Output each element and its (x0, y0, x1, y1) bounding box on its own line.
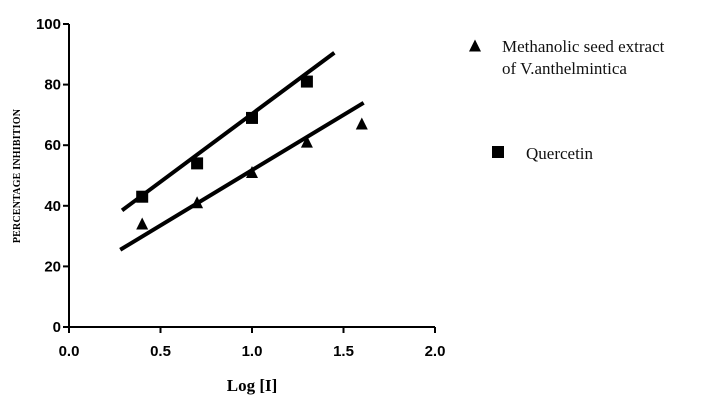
x-tick-label: 1.0 (242, 343, 263, 360)
data-point-series-1 (191, 196, 204, 209)
x-tick-label: 1.5 (333, 343, 354, 360)
data-point-series-1 (136, 217, 149, 230)
ticks: 0.0 0.5 1.0 1.5 2.0 0 20 40 60 80 100 (36, 16, 445, 360)
fit-lines (119, 51, 365, 252)
x-axis-title: Log [I] (227, 376, 278, 395)
data-point-series-2 (191, 157, 204, 170)
y-tick-label: 0 (53, 319, 61, 336)
data-point-series-1 (300, 135, 313, 148)
y-tick-label: 80 (44, 77, 61, 94)
x-tick-label: 2.0 (425, 343, 446, 360)
fit-line-series-2 (120, 51, 336, 212)
fit-line-series-1 (119, 101, 365, 252)
y-tick-label: 100 (36, 16, 61, 33)
legend-marker-series-1 (469, 39, 481, 52)
data-point-series-1 (246, 165, 258, 178)
legend-label: Quercetin (526, 144, 594, 163)
y-tick-label: 20 (44, 258, 61, 275)
legend-label: of V.anthelmintica (502, 59, 627, 78)
data-point-series-2 (246, 111, 258, 124)
data-points (136, 75, 368, 230)
data-point-series-2 (136, 190, 149, 203)
y-tick-label: 40 (44, 198, 61, 215)
data-point-series-2 (300, 75, 313, 88)
legend-label: Methanolic seed extract (502, 37, 665, 56)
y-tick-label: 60 (44, 137, 61, 154)
x-tick-label: 0.5 (150, 343, 171, 360)
x-tick-label: 0.0 (59, 343, 80, 360)
legend-marker-series-2 (492, 146, 504, 158)
legend: Methanolic seed extract of V.anthelmintic… (469, 37, 665, 163)
data-point-series-1 (355, 117, 368, 130)
y-axis-title: PERCENTAGE INHIBITION (12, 108, 23, 243)
